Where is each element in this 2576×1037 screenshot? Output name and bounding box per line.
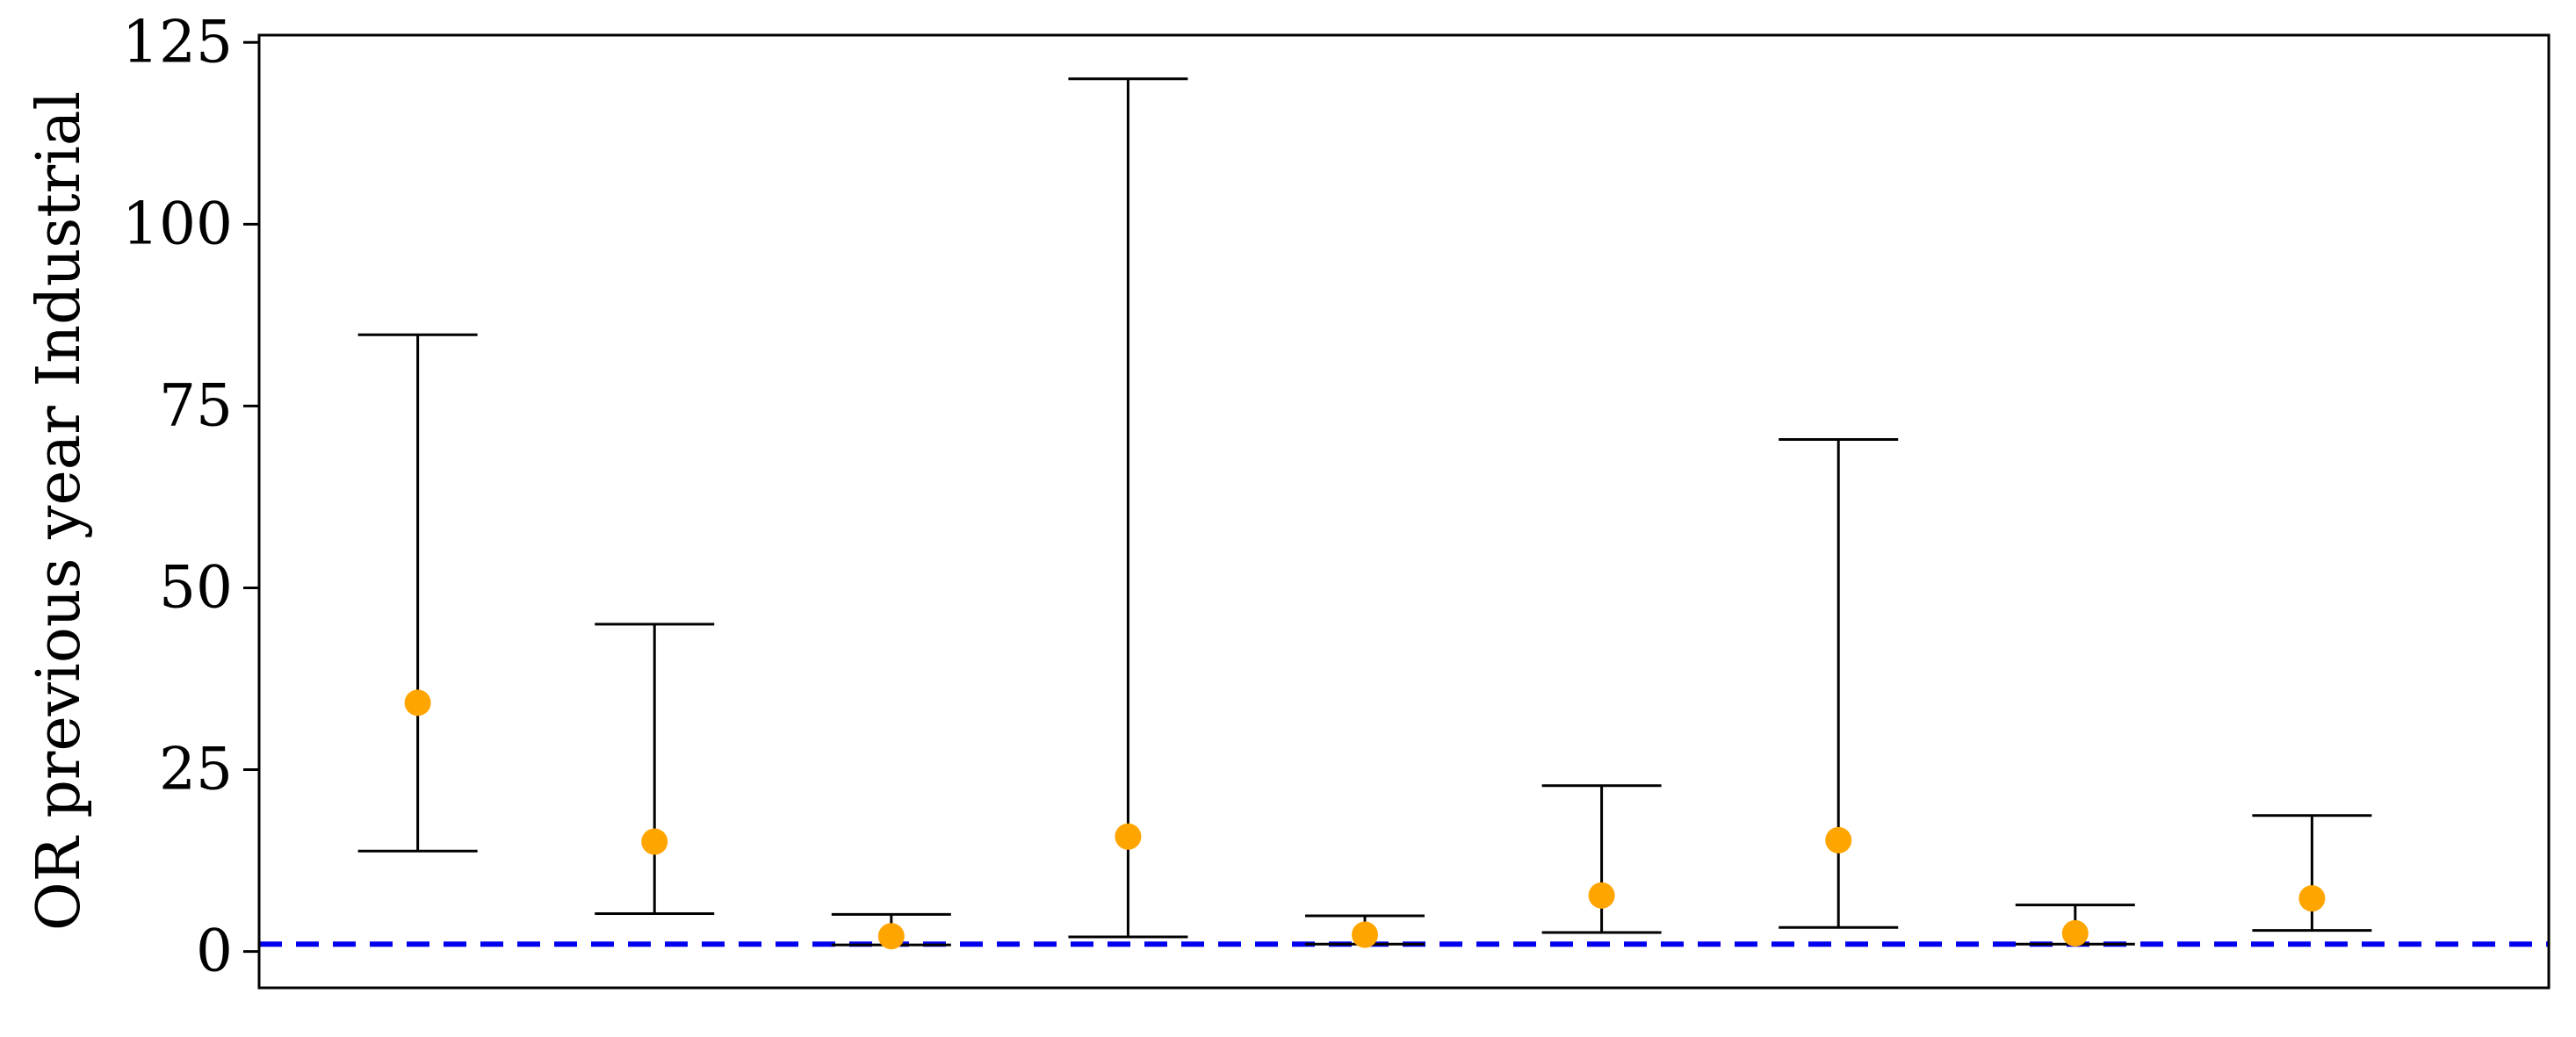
error-bar (1068, 77, 1188, 939)
y-tick-label: 0 (196, 918, 233, 985)
data-point (1588, 882, 1615, 909)
y-tick-label: 100 (122, 190, 233, 257)
data-point (1825, 826, 1852, 853)
y-axis-title: OR previous year Industrial (25, 91, 94, 931)
data-point (641, 828, 668, 855)
data-point (1115, 823, 1142, 850)
error-bar (595, 623, 715, 916)
y-tick-label: 25 (159, 736, 233, 803)
data-point (404, 689, 431, 717)
data-point (877, 923, 905, 950)
data-point (1352, 921, 1379, 948)
y-tick-label: 75 (159, 371, 233, 439)
y-tick-label: 50 (159, 553, 233, 621)
error-bar (357, 333, 478, 853)
y-tick-label: 125 (122, 8, 233, 76)
plot-frame (257, 33, 2551, 990)
data-point (2061, 919, 2089, 947)
data-point (2298, 885, 2326, 912)
